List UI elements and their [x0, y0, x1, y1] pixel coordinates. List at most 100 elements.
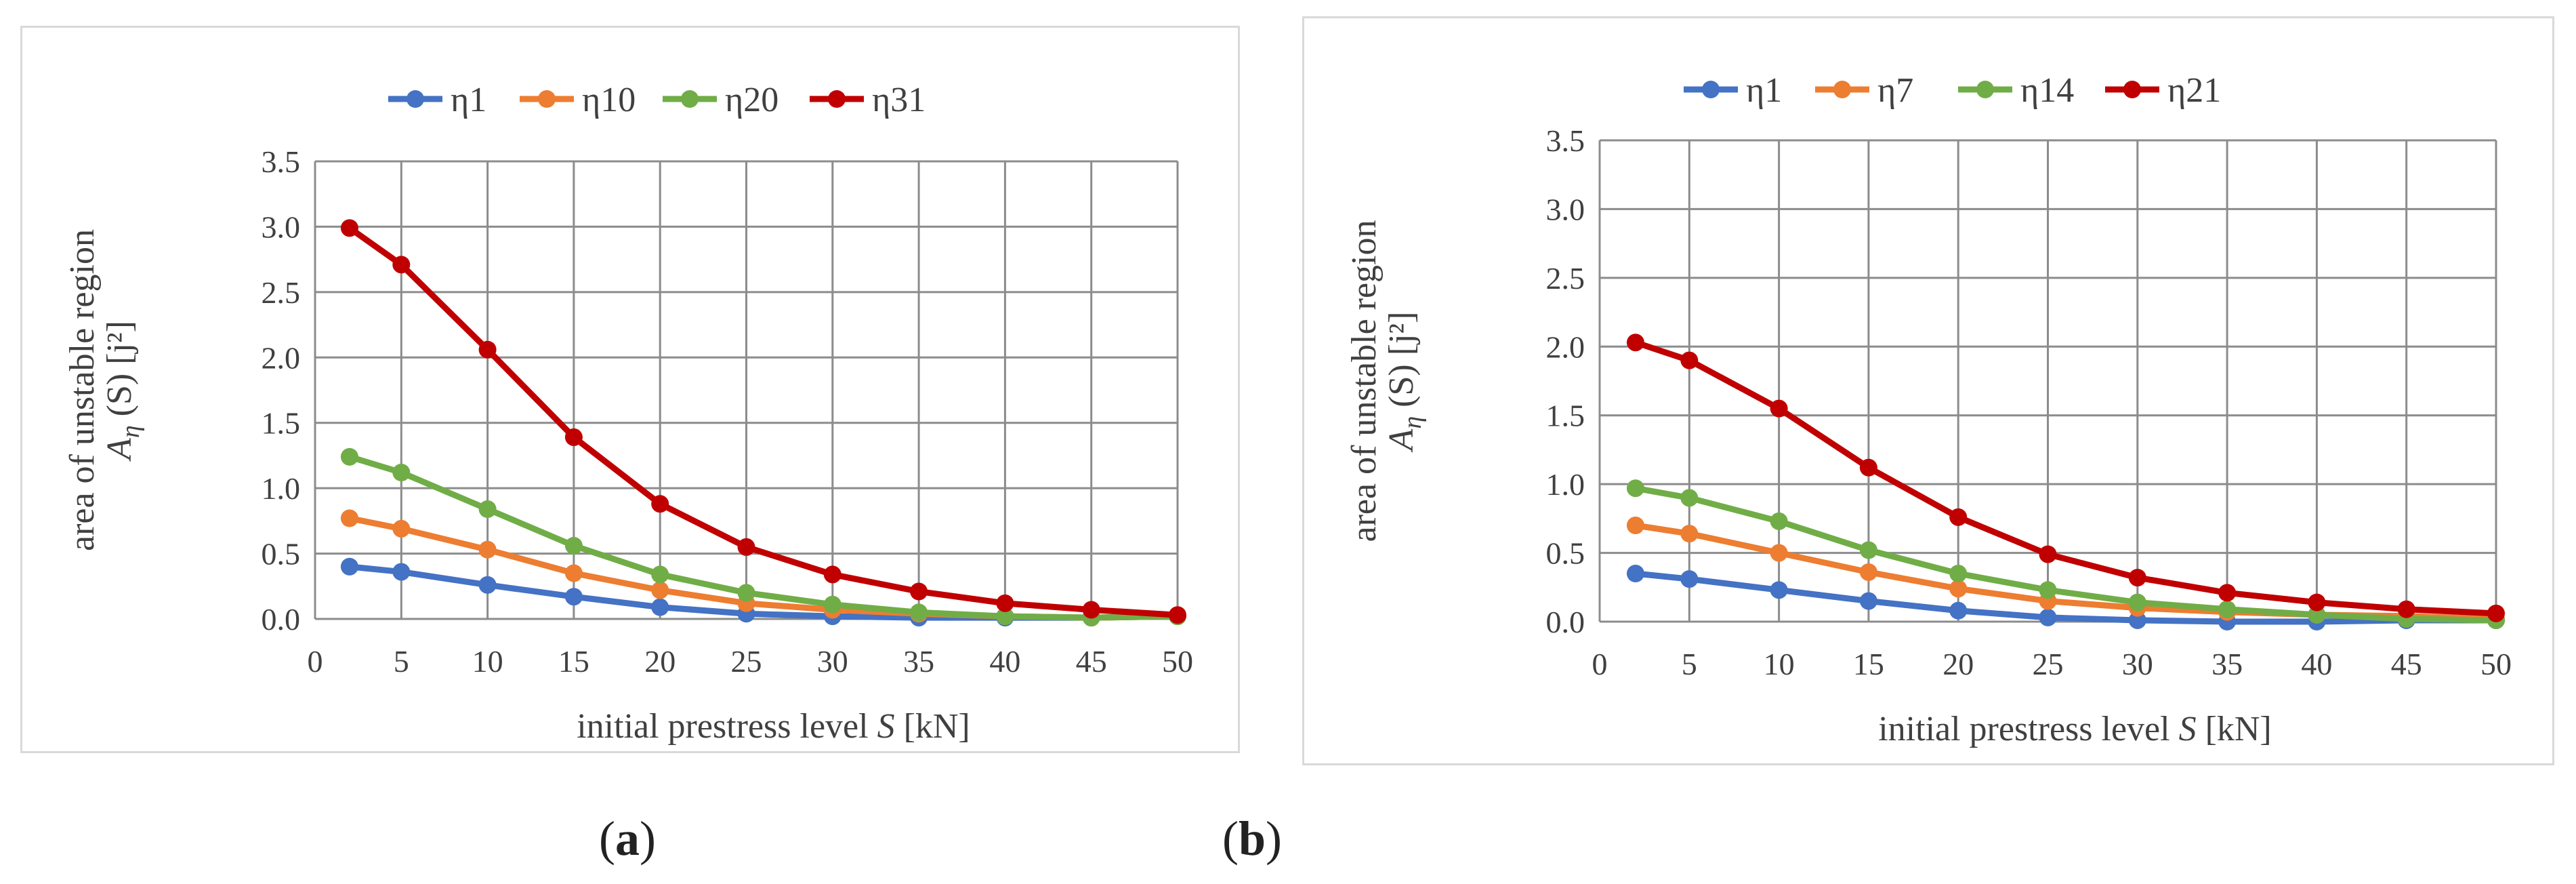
data-point-η7	[1859, 563, 1877, 581]
data-point-η21	[2487, 604, 2505, 622]
data-point-η20	[823, 595, 842, 614]
data-point-η7	[1949, 580, 1968, 598]
x-tick-label: 0	[1592, 647, 1608, 681]
data-point-η1	[1949, 601, 1968, 620]
data-point-η7	[1770, 544, 1788, 562]
data-point-η31	[478, 340, 497, 359]
data-point-η31	[1169, 606, 1186, 624]
x-tick-label: 20	[1943, 647, 1974, 681]
data-point-η1	[651, 598, 669, 616]
x-tick-label: 15	[558, 644, 589, 679]
caption-a: (a)	[599, 811, 656, 866]
legend-marker-η20	[681, 90, 699, 108]
data-point-η31	[823, 565, 842, 584]
data-point-η21	[2128, 569, 2146, 587]
series-line-η31	[348, 225, 1178, 618]
data-point-η1	[1770, 581, 1788, 599]
chart-a: 0 5 10 15 20 25 30 35 40 45 50 0.0 0.5 1.0 1.5 2.0 2.5 3.…	[63, 81, 1193, 746]
data-point-η14	[2128, 593, 2146, 611]
data-point-η14	[1949, 565, 1968, 582]
data-point-η10	[392, 519, 411, 538]
legend-label-η14: η14	[2020, 71, 2074, 110]
data-point-η14	[1626, 479, 1644, 498]
x-tick-label: 10	[1764, 647, 1795, 681]
x-tick-label: 0	[308, 644, 323, 679]
x-tick-label: 40	[989, 644, 1020, 679]
data-point-η31	[651, 495, 669, 513]
data-point-η31	[910, 582, 928, 601]
x-tick-label: 45	[2391, 647, 2422, 681]
y-axis-title: area of unstable region	[63, 229, 102, 551]
data-point-η21	[2397, 600, 2415, 618]
legend-marker-η1	[1702, 81, 1720, 98]
data-point-η1	[478, 576, 497, 594]
chart-panel-a: 0 5 10 15 20 25 30 35 40 45 50 0.0 0.5 1.0 1.5 2.0 2.5 3.…	[20, 26, 1240, 753]
y-tick-label: 1.5	[262, 406, 301, 441]
data-point-η31	[392, 256, 411, 274]
data-point-η20	[737, 584, 755, 602]
x-tick-label: 40	[2301, 647, 2332, 681]
x-tick-label: 20	[644, 644, 676, 679]
data-point-η20	[478, 500, 497, 518]
data-point-η7	[1626, 517, 1644, 534]
data-point-η14	[2218, 600, 2237, 618]
data-point-η14	[2308, 605, 2326, 624]
data-point-η10	[564, 564, 583, 582]
data-point-η20	[564, 537, 583, 555]
data-point-η1	[1859, 592, 1877, 610]
data-point-η14	[1680, 489, 1699, 507]
y-tick-label: 0.0	[1546, 605, 1585, 639]
x-tick-label: 25	[731, 644, 762, 679]
legend-marker-η1	[407, 90, 424, 108]
data-point-η31	[996, 594, 1014, 612]
y-axis-title: area of unstable region	[1345, 220, 1384, 542]
legend-label-η20: η20	[725, 81, 778, 119]
data-point-η1	[2039, 608, 2057, 626]
y-tick-label: 2.0	[262, 340, 301, 375]
data-point-η1	[340, 557, 358, 576]
y-tick-label: 1.0	[1546, 467, 1585, 502]
series-line-η10	[349, 515, 1178, 621]
y-tick-label: 1.5	[1546, 399, 1585, 433]
series-line-η21	[1634, 339, 2497, 617]
data-point-η14	[1859, 541, 1877, 559]
y-tick-label: 0.0	[262, 602, 301, 637]
legend-marker-η14	[1976, 81, 1994, 98]
data-point-η10	[478, 540, 497, 559]
x-tick-label: 50	[2480, 647, 2512, 681]
data-point-η31	[1082, 601, 1100, 619]
data-point-η21	[1859, 458, 1877, 477]
x-tick-label: 35	[903, 644, 934, 679]
y-tick-label: 3.5	[1546, 123, 1585, 158]
legend-marker-η31	[828, 90, 846, 108]
series-line-η20	[348, 454, 1178, 621]
x-tick-label: 10	[472, 644, 503, 679]
y-tick-label: 1.0	[262, 471, 301, 506]
legend-marker-η7	[1833, 81, 1851, 98]
data-point-η31	[340, 219, 358, 237]
y-tick-label: 0.5	[262, 537, 301, 571]
data-point-η20	[392, 464, 411, 481]
chart-panel-b: 0 5 10 15 20 25 30 35 40 45 50 0.0 0.5 1.0 1.5 2.0 2.5 3.…	[1302, 16, 2554, 765]
data-point-η21	[2308, 593, 2326, 611]
y-axis-title-formula: Aη (S) [j²]	[100, 321, 145, 462]
legend-label-η31: η31	[872, 81, 926, 119]
data-point-η1	[564, 588, 583, 606]
data-point-η7	[1680, 525, 1699, 543]
data-point-η31	[737, 538, 755, 556]
legend-marker-η10	[538, 90, 556, 108]
data-point-η1	[1626, 565, 1644, 582]
data-point-η20	[910, 603, 928, 622]
y-tick-label: 2.0	[1546, 329, 1585, 364]
legend-marker-η21	[2123, 81, 2141, 98]
x-tick-label: 5	[1682, 647, 1697, 681]
data-point-η20	[340, 447, 358, 466]
y-tick-label: 2.5	[1546, 261, 1585, 296]
legend-label-η21: η21	[2167, 71, 2221, 110]
legend-label-η1: η1	[451, 81, 486, 119]
y-axis-title-formula: Aη (S) [j²]	[1382, 312, 1427, 453]
x-axis-title: initial prestress level S [kN]	[577, 707, 970, 746]
data-point-η21	[1680, 351, 1699, 369]
data-point-η20	[996, 607, 1014, 626]
data-point-η20	[651, 565, 669, 584]
